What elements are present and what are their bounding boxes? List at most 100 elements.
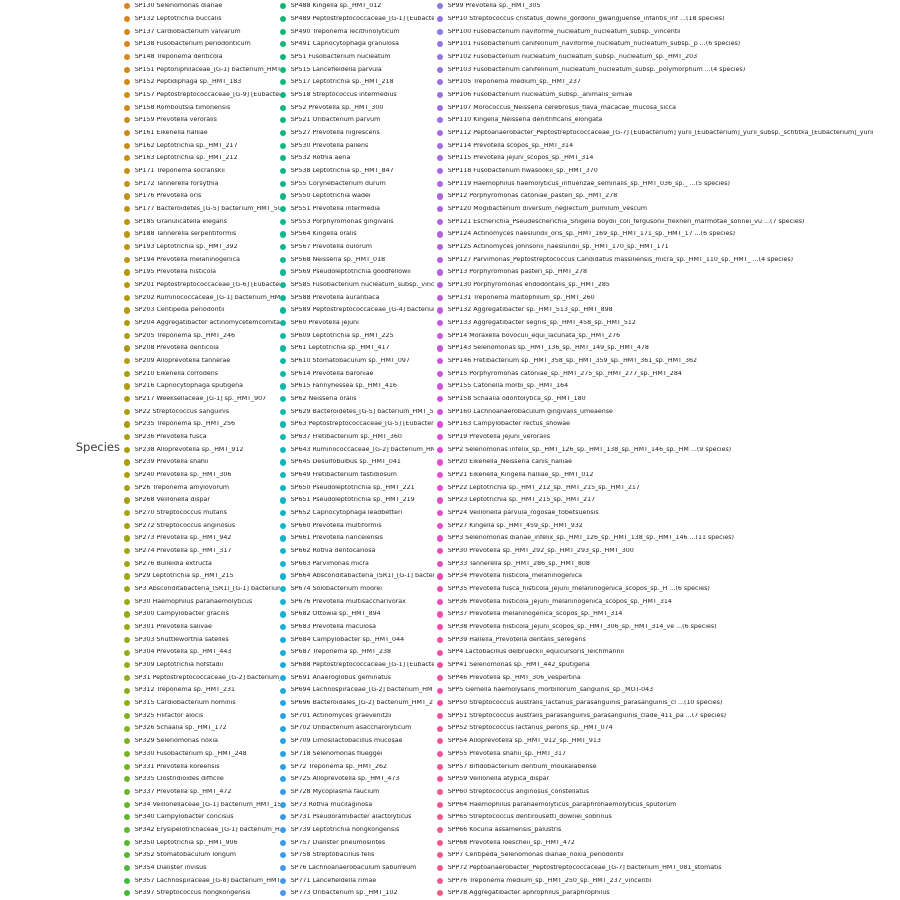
legend-marker-dot-icon	[124, 320, 131, 327]
legend-item: SP682 Ottowia sp._HMT_894	[280, 608, 434, 621]
legend-marker-dot-icon	[437, 548, 444, 555]
legend-item-label: SPP5 Gemella haemolysans_morbillorum_san…	[447, 687, 654, 694]
legend-item-label: SPP3 Selenomonas dianae_infelix_sp._HMT_…	[447, 535, 735, 542]
legend-item-label: SP210 Eikenella corrodens	[134, 370, 218, 377]
legend-marker-dot-icon	[280, 383, 287, 390]
legend-item-label: SP268 Veillonella dispar	[134, 497, 210, 504]
legend-item-label: SPP64 Haemophilus parahaemolyticus_parap…	[447, 801, 677, 808]
legend-marker-dot-icon	[437, 801, 444, 808]
legend-item-label: SP515 Lancefieldella parvula	[290, 66, 382, 73]
legend-marker-dot-icon	[124, 129, 131, 137]
legend-marker-dot-icon	[280, 231, 287, 238]
legend-marker-dot-icon	[280, 282, 287, 289]
legend-item: SP3 Absconditabacteria_(SR1)_[G-1] bacte…	[124, 583, 280, 596]
legend-item: SP193 Leptotrichia sp._HMT_392	[124, 241, 280, 254]
legend-item-label: SPP120 Mogibacterium diversum_neglectum_…	[447, 205, 647, 212]
legend-marker-dot-icon	[280, 345, 287, 352]
legend-marker-dot-icon	[437, 636, 444, 644]
legend-item: SP312 Treponema sp._HMT_231	[124, 684, 280, 697]
legend-marker-dot-icon	[437, 205, 444, 213]
legend-item-label: SP274 Prevotella sp._HMT_317	[134, 548, 232, 555]
legend-item: SP643 Ruminococcaceae_[G-2] bacterium_HM…	[280, 444, 434, 457]
legend-item-label: SP687 Treponema sp._HMT_238	[290, 649, 392, 656]
legend-item-label: SP329 Selenomonas noxia	[134, 738, 218, 745]
legend-item: SP585 Fusobacterium nucleatum_subsp._vin…	[280, 279, 434, 292]
legend-marker-dot-icon	[437, 763, 444, 770]
legend-item: SP663 Parvimonas micra	[280, 558, 434, 571]
legend-item-label: SPP78 Aggregatibacter aphrophilus_paraph…	[447, 890, 610, 897]
legend-item-label: SP137 Cardiobacterium valvarum	[134, 28, 241, 35]
legend-item: SP660 Prevotella multiformis	[280, 520, 434, 533]
legend-item: SP352 Stomatobaculum longum	[124, 849, 280, 862]
legend-item: SP489 Peptostreptococcaceae_[G-1] [Eubac…	[280, 13, 434, 26]
legend-item-label: SP132 Leptotrichia buccalis	[134, 15, 222, 22]
legend-item: SP29 Leptotrichia sp._HMT_215	[124, 570, 280, 583]
legend-marker-dot-icon	[124, 332, 131, 339]
legend-marker-dot-icon	[437, 256, 444, 263]
legend-marker-dot-icon	[437, 104, 444, 111]
legend-marker-dot-icon	[280, 560, 287, 567]
legend-marker-dot-icon	[124, 53, 131, 61]
legend-marker-dot-icon	[124, 877, 131, 884]
legend-item-label: SP34 Veillonellaceae_[G-1] bacterium_HMT…	[134, 801, 280, 808]
legend-item-label: SP615 Fannyhessea sp._HMT_416	[290, 383, 397, 390]
legend-marker-dot-icon	[280, 839, 287, 846]
legend-item: SPP41 Selenomonas sp._HMT_442_sputigena	[437, 659, 873, 672]
legend-item-label: SP152 Peptidiphaga sp._HMT_183	[134, 79, 242, 86]
legend-item: SPP51 Streptococcus australis_parasangui…	[437, 710, 873, 723]
legend-item: SPP14 Moraxella bovoculi_equi_lacunata_s…	[437, 329, 873, 342]
legend-item: SPP163 Campylobacter rectus_showae	[437, 418, 873, 431]
legend-item: SP652 Capnocytophaga leadbetteri	[280, 507, 434, 520]
legend-marker-dot-icon	[437, 167, 444, 175]
legend-marker-dot-icon	[280, 142, 287, 149]
legend-item: SP309 Leptotrichia hofstadii	[124, 659, 280, 672]
legend-marker-dot-icon	[280, 66, 287, 73]
legend-marker-dot-icon	[280, 332, 287, 339]
legend-marker-dot-icon	[124, 776, 131, 783]
legend-item: SP702 Oribacterium asaccharolyticum	[280, 722, 434, 735]
legend-item: SP676 Prevotella multisaccharivorax	[280, 596, 434, 609]
legend-item: SPP105 Treponema medium_sp._HMT_237	[437, 76, 873, 89]
legend-marker-dot-icon	[280, 586, 287, 593]
legend-item-label: SPP68 Prevotella loescheii_sp._HMT_472	[447, 839, 575, 846]
legend-marker-dot-icon	[437, 687, 444, 694]
legend-item: SP273 Prevotella sp._HMT_942	[124, 532, 280, 545]
legend-marker-dot-icon	[124, 890, 131, 897]
legend-marker-dot-icon	[280, 750, 287, 758]
legend-marker-dot-icon	[437, 611, 444, 618]
legend-marker-dot-icon	[437, 484, 444, 491]
legend-marker-dot-icon	[124, 611, 131, 618]
legend-item-label: SP568 Neisseria sp._HMT_018	[290, 256, 386, 263]
legend-item-label: SP709 Limosilactobacillus mucosae	[290, 738, 403, 745]
legend-item-label: SP350 Leptotrichia sp._HMT_906	[134, 839, 238, 846]
legend-marker-dot-icon	[124, 421, 131, 428]
legend-marker-dot-icon	[437, 244, 444, 251]
legend-item: SPP10 Streptococcus cristatus_downii_gor…	[437, 13, 873, 26]
legend-item-label: SPP21 Eikenella_Kingella halliae_sp._HMT…	[447, 472, 594, 479]
legend-marker-dot-icon	[437, 674, 444, 682]
legend-item: SP629 Bacteroidetes_[G-5] bacterium_HMT_…	[280, 406, 434, 419]
legend-marker-dot-icon	[280, 649, 287, 656]
legend-item-label: SP663 Parvimonas micra	[290, 560, 369, 567]
legend-marker-dot-icon	[437, 750, 444, 758]
legend-item: SP696 Bacteroidales_[G-2] bacterium_HMT_…	[280, 697, 434, 710]
legend-marker-dot-icon	[437, 53, 444, 61]
legend-marker-dot-icon	[124, 535, 131, 542]
legend-item-label: SPP27 Kingella sp._HMT_459_sp._HMT_932	[447, 522, 583, 529]
legend-item: SPP27 Kingella sp._HMT_459_sp._HMT_932	[437, 520, 873, 533]
legend-item-label: SPP112 Peptoanaerobacter_Peptostreptococ…	[447, 129, 873, 136]
legend-marker-dot-icon	[437, 826, 444, 834]
legend-item-label: SP696 Bacteroidales_[G-2] bacterium_HMT_…	[290, 700, 434, 707]
legend-marker-dot-icon	[280, 548, 287, 555]
legend-marker-dot-icon	[280, 358, 287, 365]
legend-column-3: SP99 Prevotella sp._HMT_305 SPP10 Strepto…	[437, 0, 873, 900]
legend-marker-dot-icon	[437, 598, 444, 605]
legend-item: SP518 Streptococcus intermedius	[280, 89, 434, 102]
legend-item-label: SPP20 Eikenella_Neisseria canis_halliae	[447, 459, 572, 466]
legend-item: SPP76 Treponema medium_sp._HMT_250_sp._H…	[437, 874, 873, 887]
legend-item: SP130 Selenomonas dianae	[124, 0, 280, 13]
legend-marker-dot-icon	[280, 28, 287, 35]
legend-item: SP728 Mycoplasma faucium	[280, 786, 434, 799]
legend-item-label: SP76 Lachnoanaerobaculum saburreum	[290, 864, 417, 871]
legend-marker-dot-icon	[437, 864, 444, 872]
